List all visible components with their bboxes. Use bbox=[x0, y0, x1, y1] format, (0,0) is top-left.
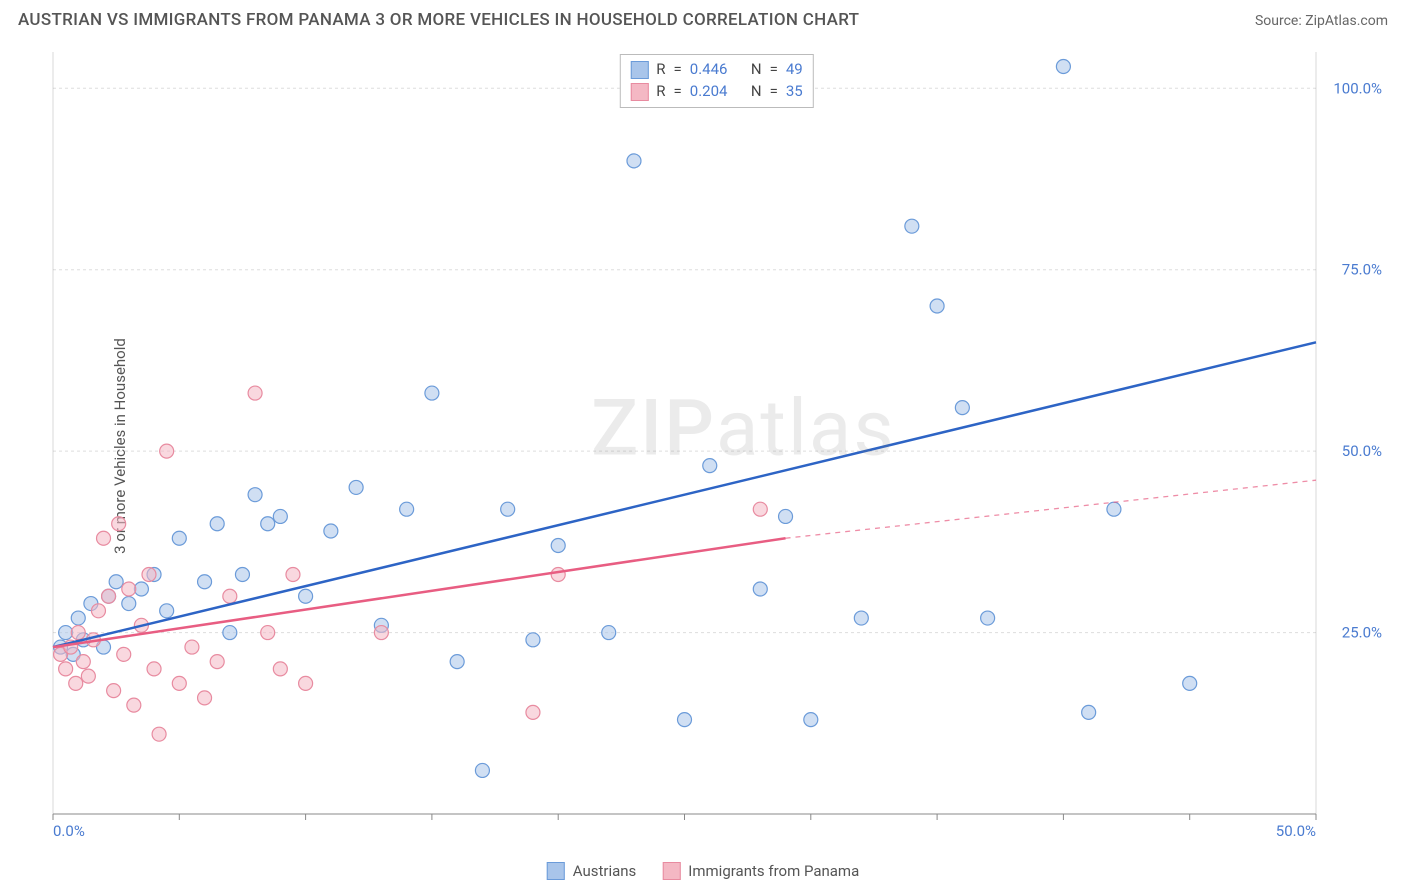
svg-text:25.0%: 25.0% bbox=[1342, 624, 1382, 642]
svg-text:100.0%: 100.0% bbox=[1333, 79, 1382, 97]
legend-label-panama: Immigrants from Panama bbox=[688, 862, 859, 880]
svg-text:75.0%: 75.0% bbox=[1342, 261, 1382, 279]
legend-item-panama: Immigrants from Panama bbox=[662, 862, 859, 880]
stats-row-panama: R= 0.204 N= 35 bbox=[630, 81, 802, 103]
chart-area: 25.0%50.0%75.0%100.0%0.0%50.0% ZIPatlas … bbox=[45, 48, 1388, 842]
stats-row-austrians: R= 0.446 N= 49 bbox=[630, 59, 802, 81]
svg-text:50.0%: 50.0% bbox=[1276, 822, 1316, 840]
svg-text:0.0%: 0.0% bbox=[53, 822, 85, 840]
stats-legend: R= 0.446 N= 49 R= 0.204 N= 35 bbox=[619, 54, 813, 108]
swatch-panama-bottom bbox=[662, 862, 680, 880]
swatch-austrians-bottom bbox=[547, 862, 565, 880]
scatter-plot: 25.0% 50.0% 75.0% 100.0% 0.0% 50.0% bbox=[45, 48, 1388, 842]
swatch-panama bbox=[630, 83, 648, 101]
chart-title: AUSTRIAN VS IMMIGRANTS FROM PANAMA 3 OR … bbox=[18, 10, 859, 30]
bottom-legend: Austrians Immigrants from Panama bbox=[547, 862, 860, 880]
swatch-austrians bbox=[630, 61, 648, 79]
svg-text:50.0%: 50.0% bbox=[1342, 442, 1382, 460]
legend-item-austrians: Austrians bbox=[547, 862, 637, 880]
source-label: Source: ZipAtlas.com bbox=[1255, 13, 1388, 29]
legend-label-austrians: Austrians bbox=[573, 862, 637, 880]
